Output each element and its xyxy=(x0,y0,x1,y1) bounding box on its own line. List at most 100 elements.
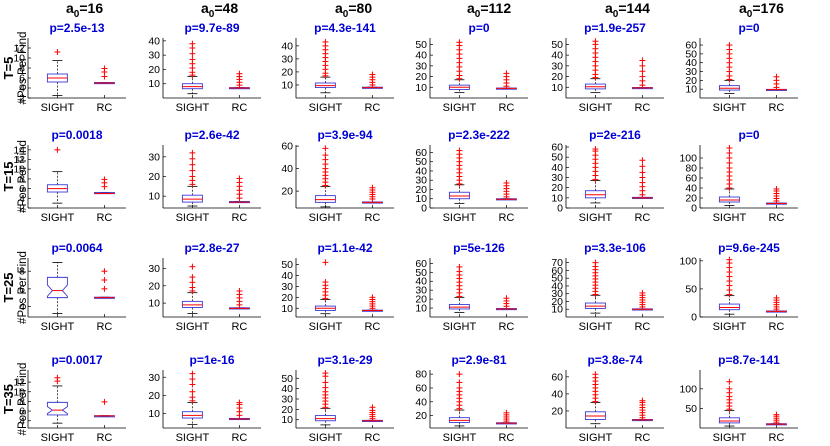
x-tick-label-rc: RC xyxy=(96,102,112,114)
y-tick-label: 4 xyxy=(19,415,25,427)
x-tick-label-sight: SIGHT xyxy=(443,102,477,114)
p-value-label: p=1e-16 xyxy=(189,353,234,367)
x-tick-label-rc: RC xyxy=(364,321,380,333)
outlier-marker-sight xyxy=(189,388,196,395)
outlier-marker-rc xyxy=(101,65,108,72)
outlier-marker-sight xyxy=(322,379,329,386)
x-tick-label-rc: RC xyxy=(231,321,247,333)
y-tick-label: 60 xyxy=(415,382,427,394)
outlier-marker-sight xyxy=(54,49,61,55)
y-tick-label: 10 xyxy=(415,303,427,315)
y-tick-label: 40 xyxy=(415,165,427,177)
box-sight xyxy=(718,417,740,424)
x-tick-label-sight: SIGHT xyxy=(579,321,613,333)
y-tick-label: 10 xyxy=(685,84,697,96)
y-tick-label: 10 xyxy=(551,82,563,94)
y-tick-label: 40 xyxy=(551,388,563,400)
x-tick-label-rc: RC xyxy=(498,212,514,224)
box-sight xyxy=(314,415,336,422)
p-value-label: p=0.0064 xyxy=(51,241,102,255)
y-tick-label: 20 xyxy=(551,71,563,83)
x-tick-label-sight: SIGHT xyxy=(41,321,75,333)
y-tick-label: 40 xyxy=(148,35,160,47)
panel-r3-c1: p=1e-16 10 20 30 SIGHT RC xyxy=(148,353,261,444)
x-tick-label-rc: RC xyxy=(634,321,650,333)
outlier-marker-rc xyxy=(369,294,376,301)
y-tick-label: 6 xyxy=(19,183,25,195)
x-tick-label-rc: RC xyxy=(96,432,112,444)
outlier-marker-rc xyxy=(369,184,376,191)
x-tick-label-rc: RC xyxy=(768,102,784,114)
x-tick-label-sight: SIGHT xyxy=(41,212,75,224)
y-tick-label: 40 xyxy=(685,57,697,69)
y-axis-label: #Pos Per Find xyxy=(17,140,29,213)
x-tick-label-rc: RC xyxy=(231,432,247,444)
outlier-marker-rc xyxy=(236,399,243,406)
p-value-label: p=9.6e-245 xyxy=(718,241,780,255)
p-value-label: p=2.3e-222 xyxy=(448,128,510,142)
panel-r3-c4: p=3.8e-74 20 40 60 SIGHT RC xyxy=(551,353,664,444)
panel-r2-c1: p=2.8e-27 10 20 30 SIGHT RC xyxy=(148,241,261,333)
x-tick-label-sight: SIGHT xyxy=(713,102,747,114)
y-tick-label: 12 xyxy=(13,154,25,166)
y-tick-label: 30 xyxy=(148,50,160,62)
y-tick-label: 50 xyxy=(685,283,697,295)
x-tick-label-sight: SIGHT xyxy=(713,321,747,333)
outlier-marker-sight xyxy=(456,147,463,154)
outlier-marker-sight xyxy=(322,279,329,286)
x-tick-label-rc: RC xyxy=(768,212,784,224)
y-tick-label: 4 xyxy=(19,301,25,313)
outlier-marker-sight xyxy=(592,146,599,153)
box-sight xyxy=(314,195,336,203)
outlier-marker-rc xyxy=(369,71,376,78)
y-tick-label: 30 xyxy=(551,172,563,184)
y-tick-label: 60 xyxy=(685,40,697,52)
y-tick-label: 100 xyxy=(679,255,697,267)
outlier-marker-rc xyxy=(503,295,510,302)
y-axis-label: #Pos Per Find xyxy=(17,363,29,436)
col-header-5: a0=176 xyxy=(739,0,784,20)
box-sight xyxy=(718,303,740,311)
p-value-label: p=2.6e-42 xyxy=(184,128,239,142)
outlier-marker-rc xyxy=(639,57,646,64)
p-value-label: p=2.8e-27 xyxy=(184,241,239,255)
y-tick-label: 50 xyxy=(551,39,563,51)
x-tick-label-sight: SIGHT xyxy=(443,432,477,444)
outlier-marker-sight xyxy=(592,259,599,266)
y-tick-label: 10 xyxy=(148,191,160,203)
y-tick-label: 40 xyxy=(281,40,293,52)
p-value-label: p=9.7e-89 xyxy=(184,21,239,35)
p-value-label: p=0.0017 xyxy=(51,353,102,367)
y-tick-label: 6 xyxy=(19,283,25,295)
x-tick-label-rc: RC xyxy=(96,212,112,224)
y-tick-label: 30 xyxy=(281,281,293,293)
y-tick-label: 60 xyxy=(415,258,427,270)
y-tick-label: 50 xyxy=(415,39,427,51)
y-tick-label: 0 xyxy=(691,203,697,215)
y-tick-label: 0 xyxy=(691,312,697,324)
p-value-label: p=3.8e-74 xyxy=(587,353,642,367)
y-tick-label: 10 xyxy=(148,408,160,420)
p-value-label: p=5e-126 xyxy=(453,241,505,255)
y-tick-label: 60 xyxy=(415,147,427,159)
y-tick-label: 40 xyxy=(281,383,293,395)
y-tick-label: 50 xyxy=(551,152,563,164)
outlier-marker-sight xyxy=(726,378,733,385)
outlier-marker-rc xyxy=(503,179,510,186)
outlier-marker-sight xyxy=(189,284,196,291)
outlier-marker-sight xyxy=(456,39,463,46)
x-tick-label-sight: SIGHT xyxy=(579,212,613,224)
outlier-marker-sight xyxy=(189,155,196,162)
x-tick-label-rc: RC xyxy=(498,321,514,333)
x-tick-label-sight: SIGHT xyxy=(176,102,210,114)
outlier-marker-sight xyxy=(592,371,599,378)
col-header-value: 16 xyxy=(87,0,104,16)
p-value-label: p=3.1e-29 xyxy=(317,353,372,367)
x-tick-label-sight: SIGHT xyxy=(176,432,210,444)
